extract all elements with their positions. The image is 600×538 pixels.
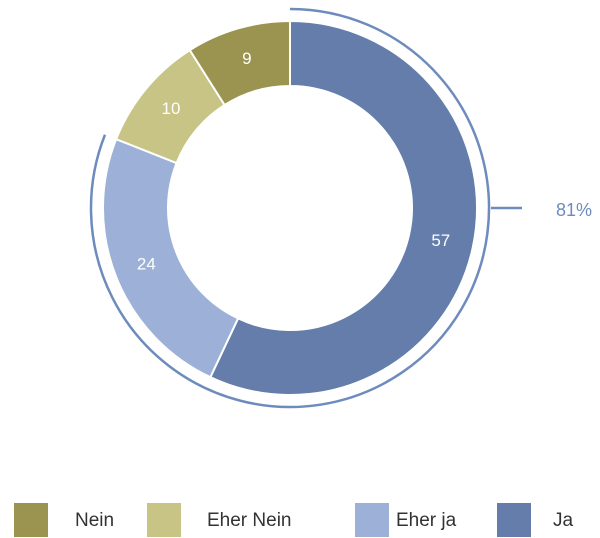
legend-label: Eher ja (396, 510, 457, 531)
legend-swatch (147, 503, 181, 537)
slice (102, 137, 240, 379)
slice (188, 19, 291, 107)
legend-swatch (497, 503, 531, 537)
slice-label: 24 (137, 254, 156, 273)
annotation-arc (89, 7, 491, 409)
legend-label: Ja (553, 510, 574, 531)
slice-label: 57 (431, 231, 450, 250)
annotation-label: 81% (556, 200, 592, 220)
legend-label: Nein (75, 510, 114, 531)
slice-label: 10 (161, 99, 180, 118)
legend-swatch (14, 503, 48, 537)
legend-label: Eher Nein (207, 510, 292, 531)
legend-swatch (355, 503, 389, 537)
slice (209, 19, 478, 396)
slice-label: 9 (242, 49, 251, 68)
